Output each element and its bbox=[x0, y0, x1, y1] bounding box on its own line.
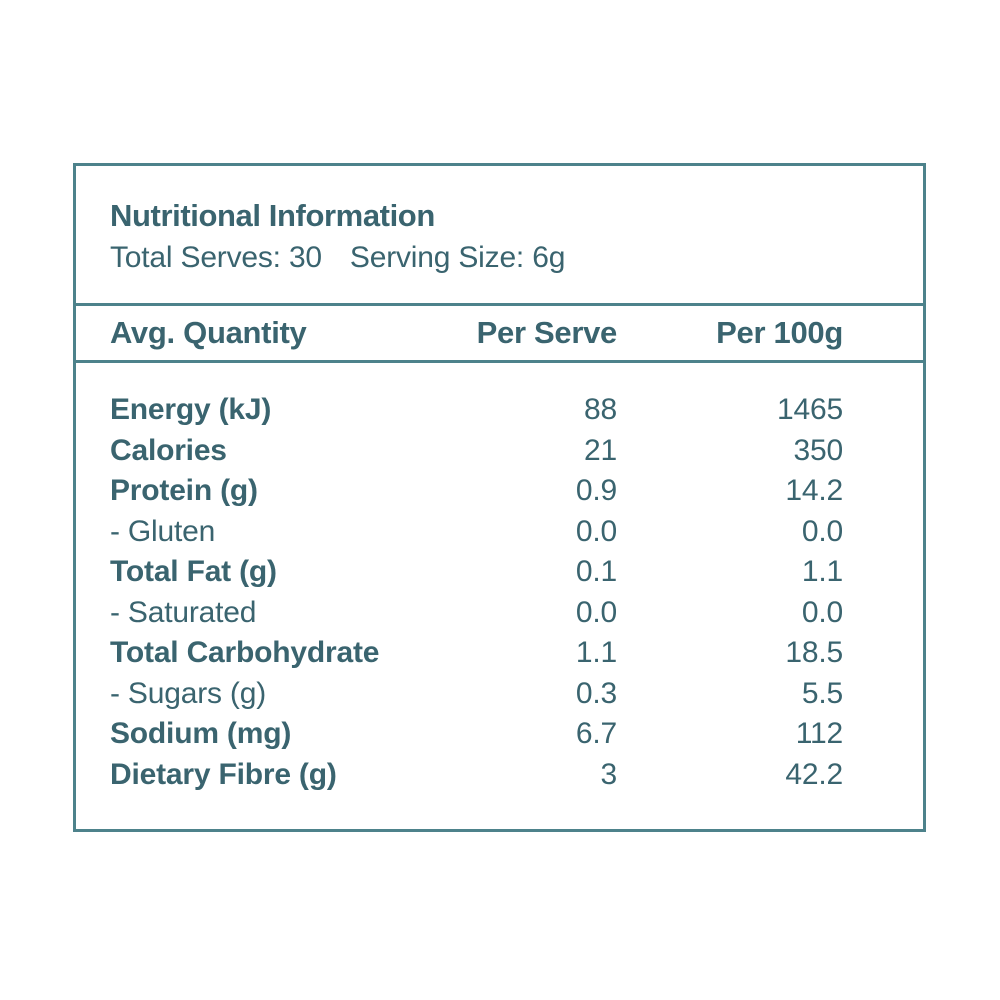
row-label: - Gluten bbox=[110, 514, 216, 548]
per-serve-value: 88 bbox=[584, 393, 617, 427]
per-serve-value: 0.1 bbox=[575, 555, 617, 589]
table-header-row: Avg. Quantity Per Serve Per 100g bbox=[76, 303, 923, 363]
total-serves-text: Total Serves: 30 bbox=[110, 241, 322, 274]
row-label: Energy (kJ) bbox=[110, 393, 272, 427]
label-header: Nutritional Information Total Serves: 30… bbox=[76, 166, 923, 303]
table-row-dietary-fibre: Dietary Fibre (g) 3 42.2 bbox=[110, 755, 843, 796]
per-serve-value: 0.9 bbox=[575, 474, 617, 508]
table-row-total-fat: Total Fat (g) 0.1 1.1 bbox=[110, 552, 843, 593]
column-header-per-serve: Per Serve bbox=[476, 315, 618, 350]
per-100g-value: 350 bbox=[793, 433, 844, 467]
per-serve-value: 21 bbox=[584, 433, 617, 467]
table-row-gluten: - Gluten 0.0 0.0 bbox=[110, 512, 843, 553]
table-body: Energy (kJ) 88 1465 Calories 21 350 Prot… bbox=[76, 363, 923, 829]
row-label: Calories bbox=[110, 433, 227, 467]
row-label: - Sugars (g) bbox=[110, 676, 266, 710]
per-serve-value: 0.0 bbox=[575, 595, 617, 629]
row-label: Total Carbohydrate bbox=[110, 636, 380, 670]
per-serve-value: 0.3 bbox=[575, 676, 617, 710]
row-label: - Saturated bbox=[110, 595, 257, 629]
table-row-protein: Protein (g) 0.9 14.2 bbox=[110, 471, 843, 512]
per-100g-value: 1.1 bbox=[801, 555, 843, 589]
serving-info: Total Serves: 30 Serving Size: 6g bbox=[110, 238, 886, 278]
per-serve-value: 3 bbox=[600, 757, 618, 791]
per-100g-value: 0.0 bbox=[801, 595, 843, 629]
label-title: Nutritional Information bbox=[110, 198, 435, 233]
per-serve-value: 6.7 bbox=[575, 717, 617, 751]
row-label: Sodium (mg) bbox=[110, 717, 292, 751]
column-header-per-100g: Per 100g bbox=[716, 315, 843, 350]
per-100g-value: 112 bbox=[795, 717, 843, 751]
row-label: Protein (g) bbox=[110, 474, 258, 508]
per-100g-value: 14.2 bbox=[785, 474, 843, 508]
per-100g-value: 0.0 bbox=[801, 514, 843, 548]
serving-size-text: Serving Size: 6g bbox=[349, 241, 566, 274]
per-serve-value: 0.0 bbox=[575, 514, 617, 548]
per-100g-value: 18.5 bbox=[785, 636, 843, 670]
row-label: Dietary Fibre (g) bbox=[110, 757, 337, 791]
table-row-energy: Energy (kJ) 88 1465 bbox=[110, 390, 843, 431]
per-100g-value: 5.5 bbox=[801, 676, 843, 710]
table-row-sugars: - Sugars (g) 0.3 5.5 bbox=[110, 674, 843, 715]
row-label: Total Fat (g) bbox=[110, 555, 277, 589]
table-row-sodium: Sodium (mg) 6.7 112 bbox=[110, 714, 843, 755]
table-row-calories: Calories 21 350 bbox=[110, 431, 843, 472]
per-100g-value: 1465 bbox=[777, 393, 843, 427]
column-header-avg-quantity: Avg. Quantity bbox=[110, 315, 307, 350]
table-row-total-carbohydrate: Total Carbohydrate 1.1 18.5 bbox=[110, 633, 843, 674]
per-100g-value: 42.2 bbox=[785, 757, 843, 791]
table-row-saturated: - Saturated 0.0 0.0 bbox=[110, 593, 843, 634]
per-serve-value: 1.1 bbox=[575, 636, 617, 670]
nutrition-label: Nutritional Information Total Serves: 30… bbox=[73, 163, 926, 832]
